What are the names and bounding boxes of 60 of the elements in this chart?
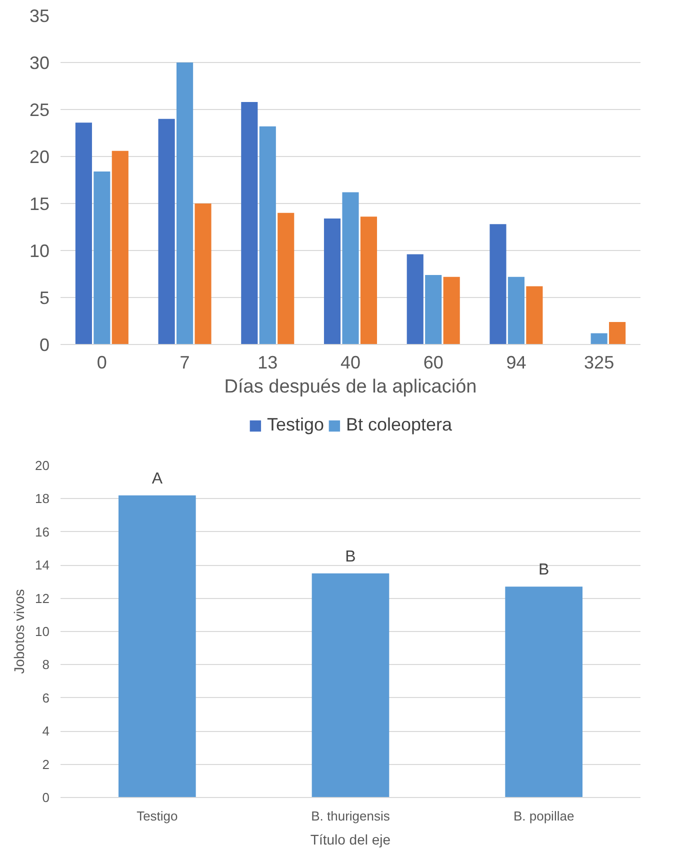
x-tick-label: 0 — [96, 352, 107, 372]
y-tick-label: 25 — [29, 100, 50, 120]
y-tick-label: 0 — [42, 790, 50, 805]
bar — [241, 102, 258, 344]
y-tick-label: 35 — [29, 6, 50, 26]
bar — [118, 495, 196, 798]
y-tick-label: 8 — [42, 657, 50, 672]
bar — [505, 586, 582, 798]
x-tick-label: 7 — [180, 352, 190, 372]
x-tick-label: 325 — [584, 352, 614, 372]
bar — [324, 218, 341, 344]
bar — [360, 216, 378, 344]
bar — [75, 122, 92, 344]
bar — [342, 192, 359, 344]
bar — [312, 573, 390, 798]
y-tick-label: 18 — [35, 491, 50, 506]
y-tick-label: 10 — [29, 241, 50, 261]
x-tick-label: Testigo — [136, 808, 178, 824]
bar — [508, 276, 524, 344]
x-axis-title: Título del eje — [310, 832, 391, 848]
bar — [176, 62, 194, 344]
y-tick-label: 16 — [35, 524, 50, 540]
bar — [443, 276, 460, 344]
bar — [609, 322, 626, 344]
bar — [590, 333, 608, 344]
legend-label: Bt coleoptera — [346, 414, 452, 436]
annotation: A — [152, 470, 163, 488]
bar — [406, 254, 424, 344]
x-tick-label: 94 — [506, 352, 526, 372]
x-tick-label: B. popillae — [513, 808, 574, 824]
y-tick-label: 15 — [29, 194, 50, 214]
bar — [194, 204, 212, 344]
y-tick-label: 30 — [29, 53, 50, 73]
y-tick-label: 14 — [35, 558, 50, 573]
y-tick-label: 10 — [35, 624, 50, 639]
bar — [94, 172, 110, 344]
x-tick-label: 60 — [423, 352, 444, 372]
y-tick-label: 2 — [42, 756, 50, 772]
y-tick-label: 6 — [42, 690, 50, 706]
y-tick-label: 20 — [35, 458, 50, 473]
y-tick-label: 4 — [42, 724, 50, 739]
bar — [259, 126, 276, 344]
x-tick-label: B. thurigensis — [311, 808, 390, 824]
bar — [158, 118, 175, 344]
bar — [278, 212, 294, 344]
bar — [490, 224, 506, 344]
annotation: B — [345, 548, 356, 566]
bar — [112, 150, 128, 344]
y-tick-label: 0 — [39, 335, 50, 355]
bar — [526, 286, 543, 344]
x-tick-label: 13 — [258, 352, 278, 372]
y-axis-title: Jobotos vivos — [11, 589, 28, 674]
y-tick-label: 12 — [35, 590, 50, 606]
y-tick-label: 20 — [29, 147, 50, 167]
legend-label: Testigo — [266, 414, 324, 436]
bar — [425, 274, 442, 344]
y-tick-label: 5 — [39, 288, 50, 308]
x-tick-label: 40 — [340, 352, 361, 372]
x-axis-title: Días después de la aplicación — [224, 376, 477, 398]
annotation: B — [538, 562, 550, 579]
